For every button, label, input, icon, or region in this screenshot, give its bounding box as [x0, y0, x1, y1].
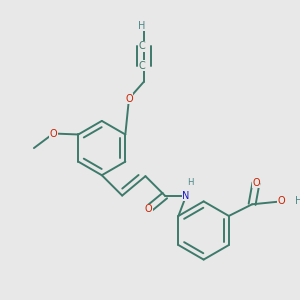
Text: H: H	[138, 21, 145, 31]
Text: O: O	[50, 128, 57, 139]
Text: O: O	[145, 204, 152, 214]
Text: H: H	[187, 178, 193, 187]
Text: N: N	[182, 190, 190, 201]
Text: O: O	[278, 196, 285, 206]
Text: O: O	[125, 94, 133, 103]
Text: H: H	[295, 196, 300, 206]
Text: C: C	[138, 41, 145, 51]
Text: O: O	[252, 178, 260, 188]
Text: C: C	[138, 61, 145, 70]
